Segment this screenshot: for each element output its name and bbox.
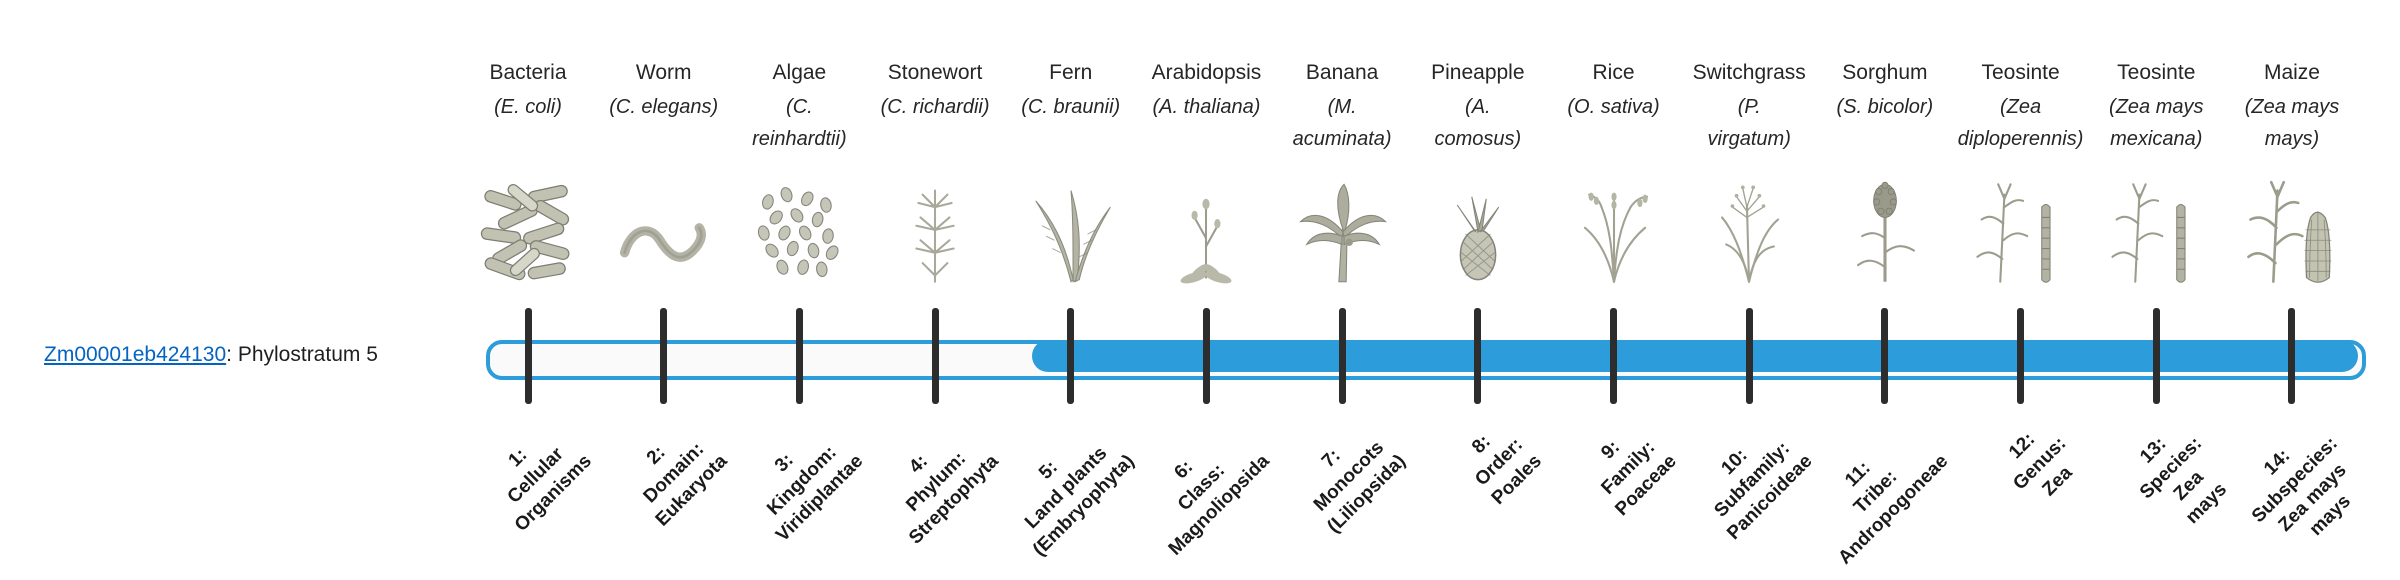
organism-column-2: Worm (C. elegans)	[579, 60, 749, 262]
organism-column-11: Sorghum (S. bicolor)	[1800, 60, 1970, 282]
organism-scientific-name: (C. braunii)	[1021, 96, 1121, 119]
timeline-tick-12	[2017, 308, 2025, 404]
organism-scientific-name: (M. acuminata)	[1292, 96, 1392, 151]
organism-scientific-name: (Zea mays mexicana)	[2109, 96, 2204, 151]
bacteria-icon	[443, 172, 613, 290]
gene-id-link[interactable]: Zm00001eb424130	[44, 343, 227, 366]
organism-scientific-name: (O. sativa)	[1567, 96, 1660, 119]
stratum-label-4: 4: Phylum: Streptophyta	[902, 448, 1003, 549]
stratum-label-3: 3: Kingdom: Viridiplantae	[762, 441, 868, 547]
stratum-label-13: 13: Species: Zea mays	[2136, 433, 2232, 529]
stratum-label-1: 1: Cellular Organisms	[503, 443, 596, 536]
timeline-tick-10	[1745, 308, 1753, 404]
teosinte-icon	[1936, 172, 2106, 290]
organism-name: Rice	[1592, 61, 1635, 84]
organism-column-10: Switchgrass (P. virgatum)	[1664, 60, 1834, 283]
timeline-tick-5	[1067, 308, 1075, 404]
organism-scientific-name: (Zea mays mays)	[2244, 96, 2340, 151]
timeline-tick-2	[660, 308, 668, 404]
organism-name: Banana	[1305, 61, 1379, 84]
organism-scientific-name: (E. coli)	[494, 96, 562, 119]
organism-name: Algae	[772, 61, 827, 84]
organism-column-13: Teosinte (Zea mays mexicana)	[2071, 60, 2241, 283]
organism-scientific-name: (P. virgatum)	[1707, 96, 1791, 151]
timeline-tick-11	[1881, 308, 1889, 404]
stratum-label-8: 8: Order: Poales	[1467, 431, 1546, 510]
organism-name: Stonewort	[887, 61, 983, 84]
organism-column-4: Stonewort (C. richardii)	[850, 60, 1020, 283]
organism-scientific-name: (S. bicolor)	[1836, 96, 1934, 119]
organism-column-12: Teosinte (Zea diploperennis)	[1936, 60, 2106, 283]
organism-column-1: Bacteria (E. coli)	[443, 60, 613, 281]
algae-icon	[714, 172, 884, 290]
switchgrass-icon	[1664, 172, 1834, 290]
timeline-tick-1	[524, 308, 532, 404]
stratum-label-11: 11: Tribe: Andropogoneae	[1834, 450, 1953, 569]
teosinte-icon	[2071, 172, 2241, 290]
timeline-tick-4	[931, 308, 939, 404]
gene-label: Zm00001eb424130: Phylostratum 5	[44, 343, 378, 367]
organism-column-14: Maize (Zea mays mays)	[2207, 60, 2377, 284]
organism-column-9: Rice (O. sativa)	[1529, 60, 1699, 283]
organism-column-5: Fern (C. braunii)	[986, 60, 1156, 283]
timeline-tick-9	[1610, 308, 1618, 404]
organism-name: Teosinte	[2117, 61, 2196, 84]
organism-column-6: Arabidopsis (A. thaliana)	[1121, 60, 1291, 284]
organism-name: Teosinte	[1981, 61, 2060, 84]
stonewort-icon	[850, 172, 1020, 290]
stratum-label-9: 9: Family: Poaceae	[1597, 436, 1682, 521]
organism-scientific-name: (C. richardii)	[880, 96, 990, 119]
organism-name: Pineapple	[1431, 61, 1525, 84]
stratum-label-14: 14: Subspecies: Zea mays mays	[2247, 433, 2356, 541]
organism-name: Maize	[2263, 61, 2320, 84]
timeline-tick-6	[1202, 308, 1210, 404]
stratum-label-10: 10: Subfamily: Panicoideae	[1710, 438, 1817, 545]
stratum-label-12: 12: Genus: Zea	[2005, 428, 2077, 501]
organism-scientific-name: (C. elegans)	[609, 96, 719, 119]
timeline-tick-7	[1338, 308, 1346, 404]
pineapple-icon	[1393, 172, 1563, 290]
organism-name: Bacteria	[489, 61, 567, 84]
timeline-bar-fill	[1032, 340, 2358, 372]
organism-column-7: Banana (M. acuminata)	[1257, 60, 1427, 283]
organism-column-8: Pineapple (A. comosus)	[1393, 60, 1563, 281]
stratum-label-5: 5: Land plants (Embryophyta)	[1020, 442, 1139, 561]
stratum-label-2: 2: Domain: Eukaryota	[639, 438, 732, 531]
organism-scientific-name: (C. reinhardtii)	[752, 96, 847, 151]
fern-icon	[986, 172, 1156, 290]
stratum-label-6: 6: Class: Magnoliopsida	[1165, 450, 1275, 560]
timeline-tick-3	[795, 308, 803, 404]
timeline-tick-13	[2152, 308, 2160, 404]
organism-column-3: Algae (C. reinhardtii)	[714, 60, 884, 278]
banana-icon	[1257, 172, 1427, 290]
organism-name: Fern	[1049, 61, 1093, 84]
worm-icon	[579, 172, 749, 290]
timeline-tick-14	[2288, 308, 2296, 404]
organism-scientific-name: (A. comosus)	[1434, 96, 1522, 151]
organism-name: Arabidopsis	[1151, 61, 1262, 84]
gene-stratum-text: : Phylostratum 5	[226, 343, 378, 366]
organism-name: Switchgrass	[1692, 61, 1806, 84]
stratum-label-7: 7: Monocots (Liliopsida)	[1309, 437, 1410, 538]
timeline-tick-8	[1474, 308, 1482, 404]
sorghum-icon	[1800, 172, 1970, 290]
organism-scientific-name: (A. thaliana)	[1152, 96, 1261, 119]
organism-name: Worm	[635, 61, 692, 84]
organism-name: Sorghum	[1842, 61, 1928, 84]
arabidopsis-icon	[1121, 172, 1291, 290]
organism-scientific-name: (Zea diploperennis)	[1957, 96, 2084, 151]
maize-icon	[2207, 172, 2377, 290]
rice-icon	[1529, 172, 1699, 290]
